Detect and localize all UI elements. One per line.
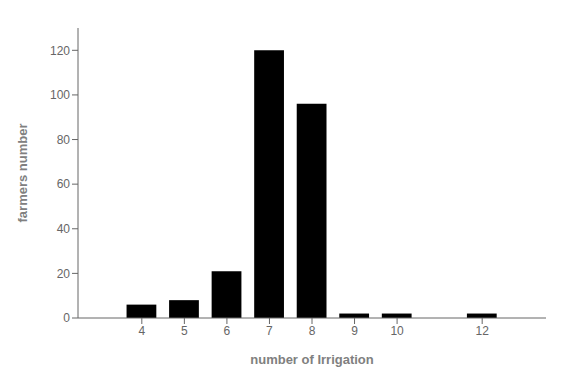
svg-text:7: 7 <box>266 324 273 338</box>
svg-text:60: 60 <box>57 177 71 191</box>
svg-text:farmers number: farmers number <box>15 124 30 223</box>
svg-text:0: 0 <box>63 311 70 325</box>
svg-text:40: 40 <box>57 222 71 236</box>
svg-text:5: 5 <box>181 324 188 338</box>
svg-text:9: 9 <box>351 324 358 338</box>
svg-text:20: 20 <box>57 267 71 281</box>
svg-text:10: 10 <box>390 324 404 338</box>
svg-text:80: 80 <box>57 133 71 147</box>
svg-text:8: 8 <box>309 324 316 338</box>
svg-text:6: 6 <box>224 324 231 338</box>
svg-text:120: 120 <box>50 44 70 58</box>
svg-text:4: 4 <box>138 324 145 338</box>
svg-text:12: 12 <box>476 324 490 338</box>
svg-text:number of Irrigation: number of Irrigation <box>250 352 374 367</box>
svg-text:100: 100 <box>50 88 70 102</box>
